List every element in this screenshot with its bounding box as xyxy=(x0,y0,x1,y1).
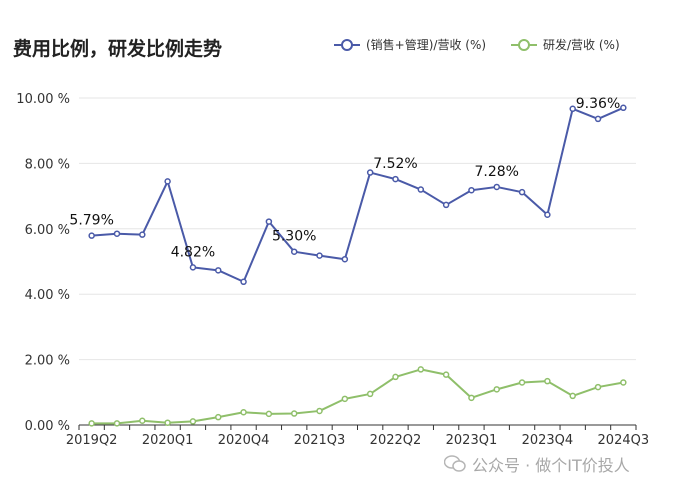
data-point xyxy=(620,379,627,386)
data-point xyxy=(442,201,450,209)
x-tick-label: 2021Q3 xyxy=(294,433,346,448)
data-point xyxy=(569,392,576,400)
data-point xyxy=(569,105,576,113)
data-label: 5.79% xyxy=(69,213,113,229)
wechat-icon xyxy=(444,455,466,472)
data-point xyxy=(417,366,425,373)
y-tick-label: 6.00 % xyxy=(25,223,70,238)
data-point xyxy=(215,267,222,274)
data-point xyxy=(392,175,399,183)
data-point xyxy=(316,252,323,259)
data-point xyxy=(316,407,323,415)
legend-marker-sales-admin xyxy=(334,38,360,51)
data-point xyxy=(113,420,121,427)
data-label: 7.28% xyxy=(475,164,519,180)
data-point xyxy=(468,186,475,194)
data-point xyxy=(164,419,171,426)
y-tick-label: 4.00 % xyxy=(25,288,70,303)
data-point xyxy=(366,390,374,398)
data-point xyxy=(493,386,500,393)
chart-title: 费用比例，研发比例走势 xyxy=(13,38,223,60)
data-point xyxy=(240,278,247,286)
series-line-1 xyxy=(91,368,624,425)
data-label: 4.82% xyxy=(171,244,215,260)
data-point xyxy=(240,408,247,416)
data-point xyxy=(594,383,602,391)
x-tick-label: 2023Q4 xyxy=(522,433,574,448)
data-point xyxy=(417,186,425,193)
data-point xyxy=(139,231,146,238)
data-point xyxy=(88,420,95,427)
data-point xyxy=(290,248,298,255)
data-point xyxy=(164,178,171,185)
x-tick-label: 2020Q4 xyxy=(218,433,270,448)
data-point xyxy=(518,379,526,386)
data-point xyxy=(620,104,627,112)
data-point xyxy=(493,183,500,191)
x-tick-label: 2024Q3 xyxy=(598,433,650,448)
data-point xyxy=(468,394,475,402)
data-point xyxy=(189,418,197,425)
data-point xyxy=(594,115,602,123)
x-tick-label: 2022Q2 xyxy=(370,433,422,448)
legend-item-sales-admin[interactable]: (销售+管理)/营收 (%) xyxy=(334,36,486,53)
legend-item-rnd[interactable]: 研发/营收 (%) xyxy=(511,36,620,53)
data-point xyxy=(290,410,298,417)
data-label: 7.52% xyxy=(373,156,417,172)
data-point xyxy=(442,371,450,378)
x-tick-label: 2019Q2 xyxy=(66,433,118,448)
y-tick-label: 10.00 % xyxy=(16,92,70,107)
y-tick-label: 0.00 % xyxy=(25,419,70,434)
data-point xyxy=(265,410,273,418)
data-point xyxy=(544,211,551,218)
data-point xyxy=(518,188,526,196)
watermark-text: 公众号 · 做个IT价投人 xyxy=(472,456,630,475)
legend-label-sales-admin: (销售+管理)/营收 (%) xyxy=(366,38,487,52)
series-line-0 xyxy=(91,106,624,283)
data-point xyxy=(265,218,273,225)
data-point xyxy=(392,373,399,381)
legend-label-rnd: 研发/营收 (%) xyxy=(543,38,620,52)
y-tick-label: 8.00 % xyxy=(25,157,70,172)
data-point xyxy=(544,377,551,385)
data-label: 9.36% xyxy=(576,96,620,112)
data-point xyxy=(189,264,197,271)
data-point xyxy=(366,169,374,176)
data-point xyxy=(215,413,222,421)
data-point xyxy=(88,232,95,239)
x-tick-label: 2023Q1 xyxy=(446,433,498,448)
watermark: 公众号 · 做个IT价投人 xyxy=(444,452,630,476)
x-tick-label: 2020Q1 xyxy=(142,433,194,448)
data-point xyxy=(341,255,349,263)
data-point xyxy=(341,395,349,403)
data-label: 5.30% xyxy=(272,229,316,245)
y-tick-label: 2.00 % xyxy=(25,354,70,369)
legend-marker-rnd xyxy=(511,38,537,51)
data-point xyxy=(139,417,146,424)
data-point xyxy=(113,230,121,237)
